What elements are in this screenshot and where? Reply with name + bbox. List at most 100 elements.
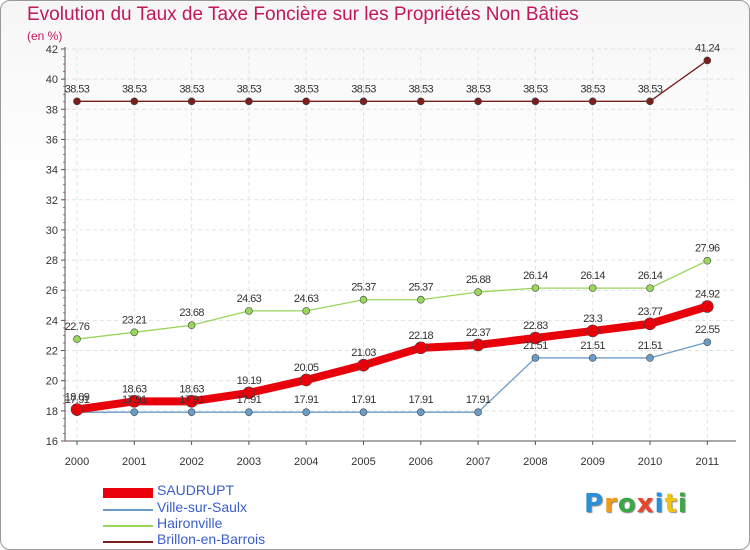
data-point-brillon-en-barrois: [416, 97, 425, 106]
x-tick-label: 2002: [179, 456, 203, 468]
y-tick-label: 18: [46, 406, 58, 418]
data-point-saudrupt: [357, 358, 370, 372]
data-point-ville-sur-saulx: [302, 408, 311, 417]
data-label-brillon-en-barrois: 38.53: [409, 83, 434, 95]
data-point-brillon-en-barrois: [531, 97, 540, 106]
y-tick-label: 24: [46, 315, 58, 327]
data-label-brillon-en-barrois: 38.53: [466, 83, 491, 95]
data-point-haironville: [359, 295, 368, 304]
chart-title: Evolution du Taux de Taxe Foncière sur l…: [27, 4, 579, 25]
data-label-haironville: 26.14: [638, 270, 663, 282]
data-point-saudrupt: [414, 341, 428, 355]
data-point-saudrupt: [643, 317, 657, 331]
data-label-haironville: 22.76: [65, 321, 90, 333]
data-label-ville-sur-saulx: 17.91: [179, 394, 204, 406]
x-tick-label: 2011: [695, 456, 719, 468]
data-label-saudrupt: 20.05: [294, 362, 319, 374]
y-tick-label: 28: [46, 255, 58, 267]
data-point-haironville: [187, 321, 196, 330]
data-label-saudrupt: 22.83: [523, 320, 548, 332]
series-line-brillon-en-barrois: [76, 59, 708, 102]
data-point-ville-sur-saulx: [130, 408, 139, 417]
data-point-haironville: [646, 284, 654, 292]
data-label-brillon-en-barrois: 38.53: [65, 83, 90, 95]
data-label-ville-sur-saulx: 17.91: [294, 394, 319, 406]
data-point-saudrupt: [700, 300, 714, 313]
data-label-brillon-en-barrois: 38.53: [580, 83, 605, 95]
data-point-brillon-en-barrois: [646, 97, 654, 106]
logo-letter: t: [664, 489, 678, 519]
data-point-brillon-en-barrois: [130, 97, 139, 106]
data-label-saudrupt: 22.37: [466, 327, 491, 339]
logo-letter: i: [677, 489, 688, 519]
data-label-haironville: 27.96: [695, 243, 720, 255]
x-tick-label: 2007: [466, 456, 490, 468]
data-point-haironville: [302, 307, 311, 315]
data-label-ville-sur-saulx: 21.51: [523, 340, 548, 352]
x-tick-label: 2009: [580, 456, 604, 468]
data-label-haironville: 25.37: [409, 282, 434, 294]
data-label-brillon-en-barrois: 38.53: [237, 83, 262, 95]
data-point-ville-sur-saulx: [646, 354, 654, 362]
data-label-ville-sur-saulx: 21.51: [638, 340, 663, 352]
series-line-saudrupt: [73, 302, 712, 414]
data-point-ville-sur-saulx: [703, 338, 712, 347]
y-tick-label: 42: [46, 44, 58, 56]
data-label-haironville: 25.37: [351, 282, 376, 294]
logo-letter: r: [604, 489, 618, 519]
legend-swatch-saudrupt: [103, 488, 153, 498]
x-tick-label: 2003: [237, 456, 261, 468]
y-tick-label: 20: [46, 376, 58, 388]
series-line-haironville: [76, 260, 708, 340]
data-label-ville-sur-saulx: 17.91: [409, 394, 434, 406]
data-label-saudrupt: 18.63: [179, 383, 204, 395]
logo-letter: i: [654, 489, 665, 519]
data-point-ville-sur-saulx: [531, 354, 540, 362]
data-point-brillon-en-barrois: [359, 97, 368, 106]
data-label-ville-sur-saulx: 21.51: [580, 340, 605, 352]
data-point-haironville: [588, 284, 597, 292]
data-point-haironville: [416, 295, 425, 304]
data-point-brillon-en-barrois: [703, 56, 712, 65]
y-tick-label: 22: [46, 346, 58, 358]
legend-swatch-brillon-en-barrois: [103, 541, 153, 543]
y-tick-label: 32: [46, 195, 58, 207]
logo-letter: o: [617, 489, 637, 519]
data-point-ville-sur-saulx: [187, 408, 196, 417]
x-tick-label: 2010: [638, 456, 662, 468]
data-point-brillon-en-barrois: [302, 97, 311, 106]
data-point-saudrupt: [128, 395, 141, 408]
data-point-brillon-en-barrois: [588, 97, 597, 106]
y-tick-label: 38: [46, 104, 58, 116]
data-label-brillon-en-barrois: 38.53: [294, 83, 319, 95]
logo-letter: P: [584, 489, 605, 519]
data-label-brillon-en-barrois: 38.53: [638, 83, 663, 95]
y-tick-label: 36: [46, 134, 58, 146]
data-point-saudrupt: [529, 331, 542, 345]
x-tick-label: 2000: [65, 456, 89, 468]
x-tick-label: 2006: [409, 456, 433, 468]
data-label-saudrupt: 19.19: [237, 375, 262, 387]
data-point-brillon-en-barrois: [73, 97, 81, 106]
data-label-haironville: 24.63: [294, 293, 319, 305]
data-point-haironville: [245, 307, 253, 315]
data-point-saudrupt: [471, 338, 485, 352]
y-tick-label: 16: [46, 436, 58, 448]
y-tick-label: 26: [46, 285, 58, 297]
data-point-saudrupt: [242, 386, 256, 400]
data-point-saudrupt: [299, 373, 313, 387]
data-label-saudrupt: 21.03: [351, 347, 376, 359]
legend-label-haironville: Haironville: [157, 515, 223, 531]
x-tick-label: 2004: [294, 456, 318, 468]
data-label-ville-sur-saulx: 17.91: [122, 394, 147, 406]
x-tick-label: 2008: [523, 456, 547, 468]
data-label-ville-sur-saulx: 17.91: [237, 394, 262, 406]
data-label-saudrupt: 24.92: [695, 289, 720, 301]
data-label-ville-sur-saulx: 17.91: [466, 394, 491, 406]
data-point-haironville: [703, 256, 712, 265]
data-label-haironville: 24.63: [237, 293, 262, 305]
data-point-ville-sur-saulx: [474, 408, 482, 417]
legend-label-ville-sur-saulx: Ville-sur-Saulx: [157, 499, 247, 515]
y-tick-label: 30: [46, 225, 58, 237]
